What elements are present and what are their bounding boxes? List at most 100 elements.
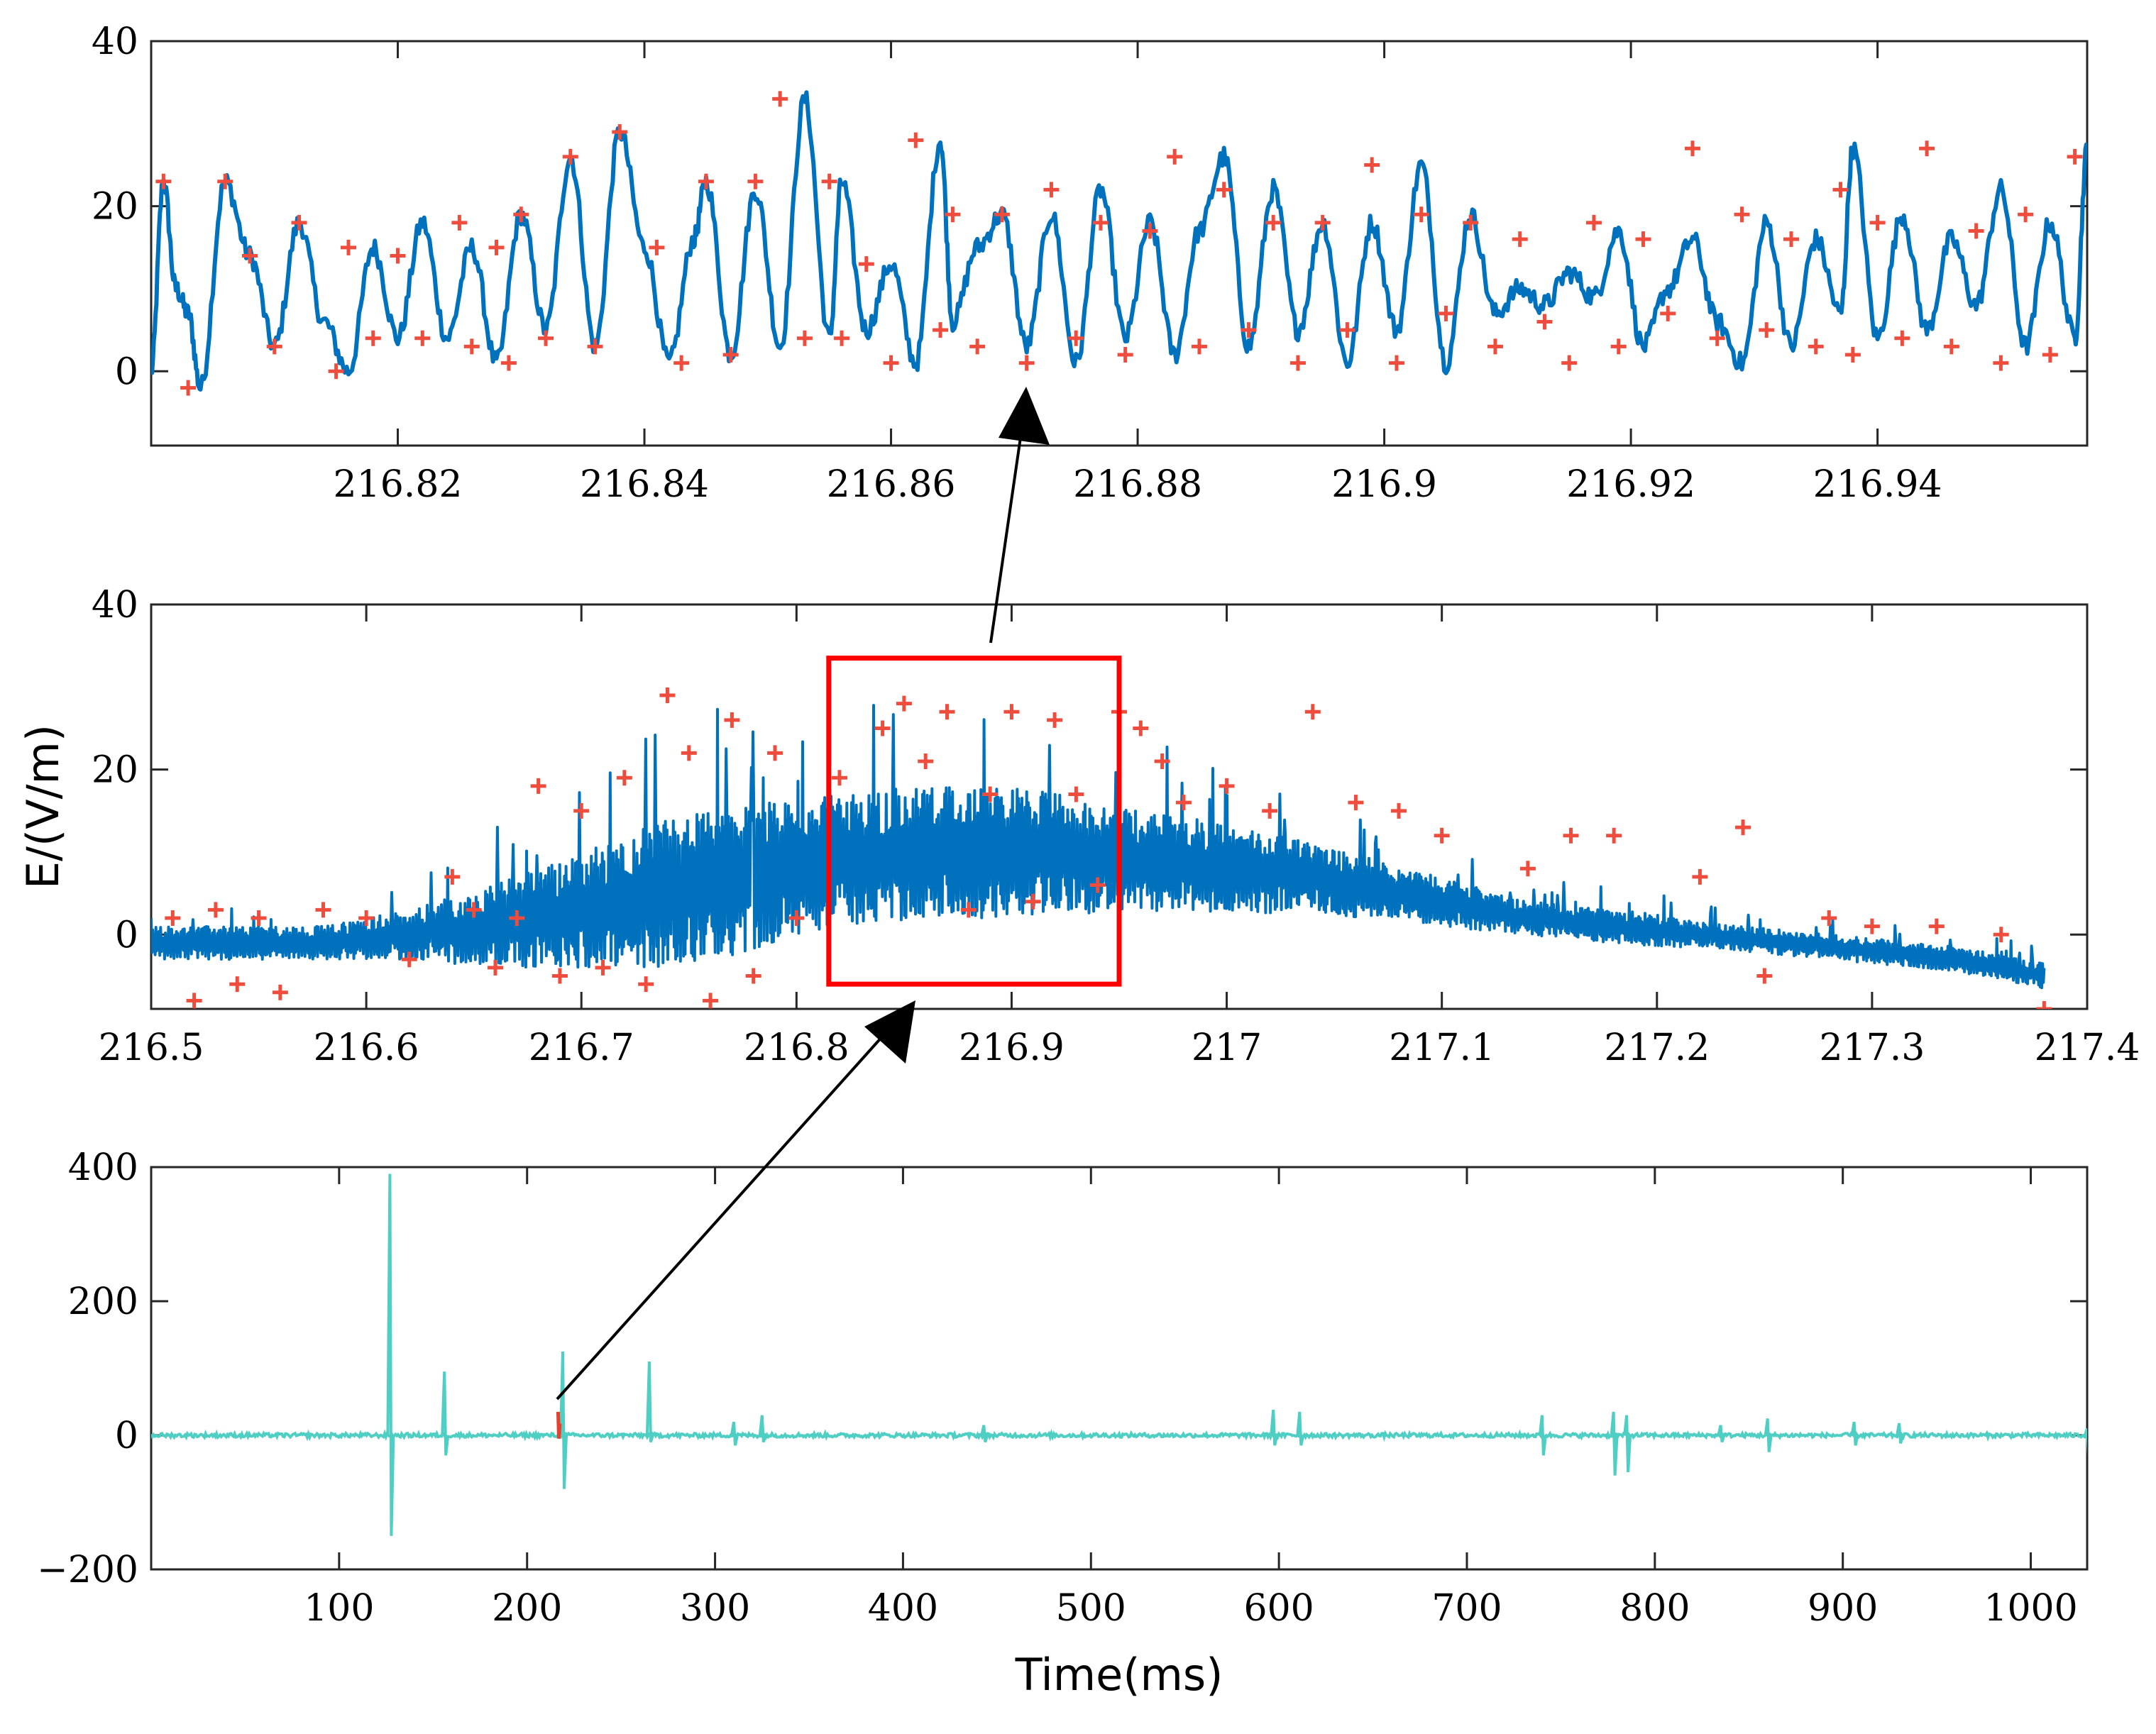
peak-marker (772, 91, 788, 107)
peak-marker (1756, 968, 1773, 984)
peak-marker (1585, 214, 1602, 231)
peak-marker (291, 214, 307, 231)
peak-marker (1735, 819, 1751, 836)
peak-marker (767, 745, 783, 761)
x-axis-label: Time(ms) (1015, 1649, 1223, 1701)
peak-marker (1610, 338, 1627, 355)
x-tick-label: 216.8 (744, 1027, 849, 1069)
x-tick-label: 900 (1808, 1587, 1878, 1630)
peak-marker (328, 363, 344, 380)
peak-marker (612, 123, 628, 140)
arrow-event-to-zoom (989, 422, 1024, 644)
signal-spike (758, 1415, 767, 1443)
peak-marker (1832, 182, 1849, 198)
x-tick-label: 800 (1619, 1587, 1690, 1630)
peak-marker (1660, 305, 1676, 321)
peak-marker (1487, 338, 1503, 355)
peak-marker (538, 330, 554, 346)
peak-marker (1219, 778, 1235, 794)
signal-spike (1850, 1421, 1859, 1446)
peak-marker (933, 322, 949, 338)
signal-spike (386, 1174, 395, 1536)
peak-marker (638, 976, 654, 993)
peak-marker (960, 902, 977, 918)
peak-marker (551, 968, 568, 984)
middle-plot-frame (150, 603, 2089, 1010)
peak-marker (217, 173, 233, 189)
signal-spike (1764, 1418, 1773, 1452)
peak-marker (649, 239, 665, 255)
peak-marker (1117, 347, 1133, 363)
peak-marker (703, 993, 719, 1009)
bottom-panel-x-tick-labels: 100 200 300 400 500 600 700 800 900 1000 (304, 1587, 2077, 1630)
peak-marker (2036, 1001, 2052, 1009)
peak-marker (1089, 877, 1106, 893)
peak-marker (1092, 214, 1109, 231)
peak-marker (1783, 231, 1799, 248)
peak-marker (562, 148, 578, 165)
peak-marker (451, 214, 468, 231)
peak-marker (796, 330, 813, 346)
bottom-panel-selected-event (556, 1411, 562, 1439)
peak-marker (939, 704, 955, 720)
peak-marker (266, 338, 282, 355)
signal-spike (2084, 1427, 2087, 1456)
y-tick-label: 200 (68, 1281, 138, 1323)
signal-spike (441, 1371, 450, 1456)
peak-marker (1241, 322, 1257, 338)
selected-event-segment (556, 1411, 562, 1439)
peak-marker (1968, 223, 1984, 239)
x-tick-label: 217.1 (1389, 1027, 1495, 1069)
peak-marker (390, 248, 406, 264)
peak-marker (272, 984, 288, 1000)
x-tick-label: 217.2 (1604, 1027, 1710, 1069)
x-tick-label: 217.3 (1819, 1027, 1925, 1069)
peak-marker (1692, 868, 1708, 885)
peak-marker (724, 712, 740, 728)
peak-marker (1047, 712, 1063, 728)
peak-marker (315, 902, 331, 918)
peak-marker (358, 910, 375, 927)
peak-marker (1191, 338, 1207, 355)
peak-marker (1142, 223, 1158, 239)
x-tick-label: 1000 (1984, 1587, 2077, 1630)
peak-marker (982, 786, 999, 802)
peak-marker (698, 173, 714, 189)
arrow-head-full-to-event (864, 1000, 915, 1064)
peak-marker (1894, 330, 1910, 346)
peak-marker (1821, 910, 1837, 927)
peak-marker (165, 910, 181, 927)
peak-marker (444, 868, 461, 885)
peak-marker (1463, 214, 1479, 231)
peak-marker (1434, 827, 1450, 844)
signal-spike (1623, 1415, 1632, 1473)
peak-marker (1314, 214, 1331, 231)
peak-marker (242, 248, 258, 264)
peak-marker (487, 959, 503, 976)
peak-marker (1869, 214, 1886, 231)
peak-marker (1993, 927, 2009, 943)
peak-marker (1339, 322, 1355, 338)
middle-panel-peak-markers (165, 687, 2052, 1009)
x-tick-label: 216.86 (827, 463, 956, 506)
peak-marker (1709, 330, 1725, 346)
peak-marker (1175, 795, 1192, 811)
top-panel-x-tick-labels: 216.82 216.84 216.86 216.88 216.9 216.92 216.9… (334, 463, 1942, 506)
peak-marker (500, 355, 517, 371)
peak-marker (1068, 786, 1084, 802)
peak-marker (251, 910, 267, 927)
peak-marker (1606, 827, 1622, 844)
peak-marker (969, 338, 986, 355)
x-tick-label: 500 (1056, 1587, 1126, 1630)
middle-panel-y-tick-labels: 0 20 40 (92, 584, 138, 956)
peak-marker (365, 330, 381, 346)
peak-marker (858, 256, 874, 272)
peak-marker (994, 206, 1010, 223)
full-signal-baseline (151, 1428, 2087, 1442)
top-panel-series (151, 90, 2087, 392)
peak-marker (745, 968, 761, 984)
top-zoom-panel: 0 20 40 216.82 216.84 216.86 216.88 216.9 216.9… (92, 21, 2089, 506)
x-tick-label: 400 (868, 1587, 938, 1630)
x-tick-label: 216.88 (1073, 463, 1202, 506)
